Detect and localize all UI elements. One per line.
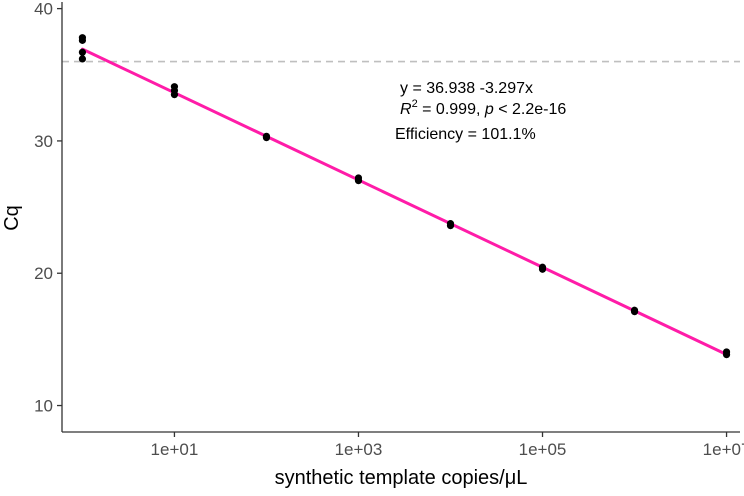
- data-point-4: [78, 55, 87, 63]
- points-layer: [78, 34, 731, 359]
- y-tick-label-30: 30: [34, 132, 53, 151]
- r2-superscript: 2: [412, 98, 418, 110]
- r2-symbol: R: [400, 101, 412, 118]
- y-tick-label-10: 10: [34, 397, 53, 416]
- x-tick-label-1e+05: 1e+05: [519, 440, 567, 459]
- data-point-7: [170, 91, 179, 99]
- regression-fit-line: [80, 47, 729, 356]
- p-symbol: p: [484, 101, 494, 118]
- y-tick-label-20: 20: [34, 264, 53, 283]
- r2-value: = 0.999,: [418, 101, 485, 118]
- axes-layer: [61, 2, 740, 433]
- ticks-layer: 10 20 30 40 1e+01 1e+03 1e+05 1e+07: [34, 0, 744, 459]
- efficiency-label: Efficiency = 101.1%: [395, 126, 536, 143]
- p-value: < 2.2e-16: [494, 101, 567, 118]
- data-point-9: [262, 134, 271, 142]
- data-point-13: [446, 222, 455, 230]
- y-axis-title: Cq: [1, 205, 23, 231]
- r2-p-label: R2 = 0.999, p < 2.2e-16: [400, 98, 566, 118]
- x-axis-title: synthetic template copies/μL: [275, 467, 528, 489]
- x-tick-label-1e+01: 1e+01: [151, 440, 199, 459]
- data-point-3: [78, 48, 87, 56]
- data-point-17: [630, 308, 639, 316]
- x-tick-label-1e+07: 1e+07: [703, 440, 744, 459]
- data-point-2: [78, 36, 87, 44]
- equation-label: y = 36.938 -3.297x: [400, 80, 533, 97]
- x-tick-label-1e+03: 1e+03: [335, 440, 383, 459]
- data-point-19: [722, 351, 731, 359]
- data-point-11: [354, 177, 363, 185]
- fit-layer: [80, 47, 729, 356]
- y-tick-label-40: 40: [34, 0, 53, 19]
- data-point-15: [538, 265, 547, 273]
